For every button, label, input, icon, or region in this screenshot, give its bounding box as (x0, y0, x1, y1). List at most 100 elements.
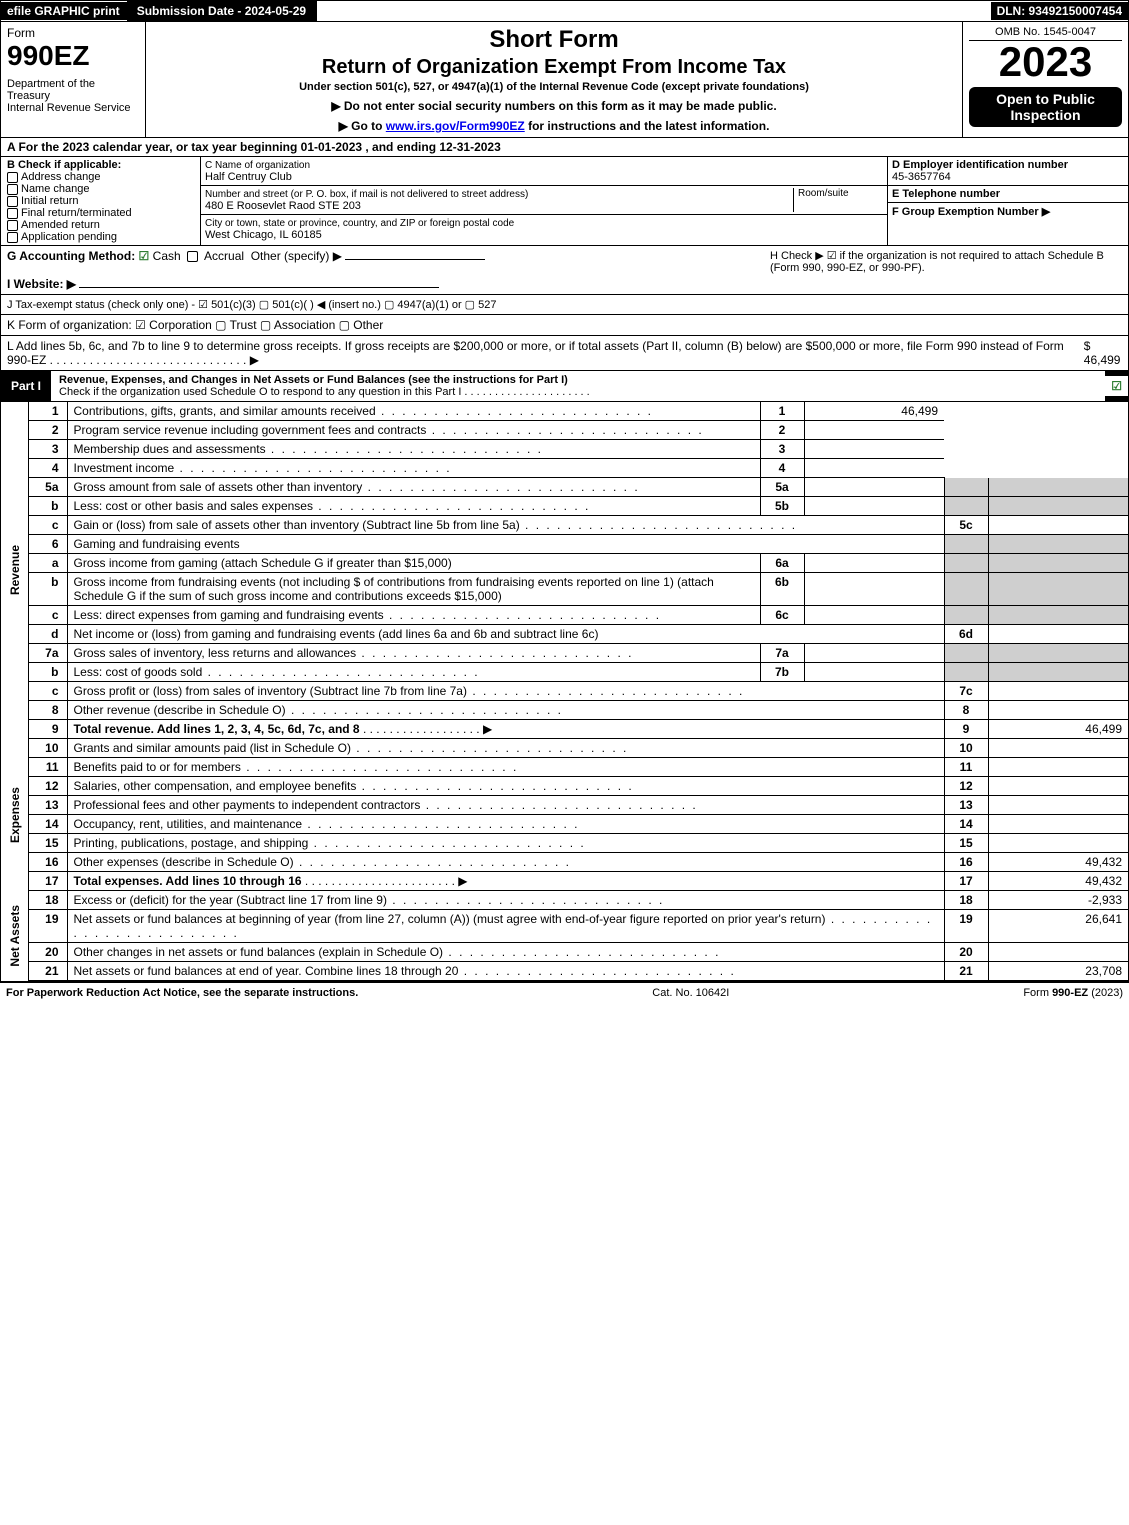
line-8: 8Other revenue (describe in Schedule O)8 (29, 701, 1128, 720)
street-value: 480 E Roosevlet Raod STE 203 (205, 200, 361, 212)
submission-date: Submission Date - 2024-05-29 (127, 1, 317, 21)
city-label: City or town, state or province, country… (205, 218, 514, 229)
instruction-2: ▶ Go to www.irs.gov/Form990EZ for instru… (154, 119, 954, 133)
ein-label: D Employer identification number (892, 159, 1068, 171)
instr2-suffix: for instructions and the latest informat… (525, 119, 770, 133)
check-accrual[interactable] (187, 251, 198, 262)
section-i: I Website: ▶ (7, 277, 76, 291)
section-def: D Employer identification number 45-3657… (888, 157, 1128, 245)
line-6c: cLess: direct expenses from gaming and f… (29, 606, 1128, 625)
section-a-text: A For the 2023 calendar year, or tax yea… (7, 140, 501, 154)
form-number-box: Form 990EZ Department of the Treasury In… (1, 22, 146, 138)
section-f: F Group Exemption Number ▶ (888, 203, 1128, 220)
line-2: 2Program service revenue including gover… (29, 421, 1128, 440)
line-9: 9Total revenue. Add lines 1, 2, 3, 4, 5c… (29, 720, 1128, 739)
line-6b: bGross income from fundraising events (n… (29, 573, 1128, 606)
revenue-table: 1Contributions, gifts, grants, and simil… (29, 402, 1128, 739)
line-20: 20Other changes in net assets or fund ba… (29, 943, 1128, 962)
line-11: 11Benefits paid to or for members11 (29, 758, 1128, 777)
line-6: 6Gaming and fundraising events (29, 535, 1128, 554)
org-name-row: C Name of organization Half Centruy Club (201, 157, 887, 186)
section-b: B Check if applicable: Address change Na… (1, 157, 201, 245)
room-suite-label: Room/suite (793, 188, 883, 212)
section-e: E Telephone number (888, 186, 1128, 203)
line-18: 18Excess or (deficit) for the year (Subt… (29, 891, 1128, 910)
org-name: Half Centruy Club (205, 171, 292, 183)
top-bar: efile GRAPHIC print Submission Date - 20… (0, 0, 1129, 22)
revenue-vertical-label: Revenue (1, 402, 29, 739)
line-1: 1Contributions, gifts, grants, and simil… (29, 402, 1128, 421)
footer-mid: Cat. No. 10642I (652, 987, 729, 999)
section-gh: G Accounting Method: ☑ Cash Accrual Othe… (0, 246, 1129, 295)
department-label: Department of the Treasury Internal Reve… (7, 78, 139, 114)
line-7c: cGross profit or (loss) from sales of in… (29, 682, 1128, 701)
line-21: 21Net assets or fund balances at end of … (29, 962, 1128, 981)
line-5c: cGain or (loss) from sale of assets othe… (29, 516, 1128, 535)
line-3: 3Membership dues and assessments3 (29, 440, 1128, 459)
city-value: West Chicago, IL 60185 (205, 229, 322, 241)
dln-label: DLN: 93492150007454 (991, 2, 1128, 20)
check-application-pending[interactable]: Application pending (7, 231, 194, 243)
street-label: Number and street (or P. O. box, if mail… (205, 189, 528, 200)
line-5b: bLess: cost or other basis and sales exp… (29, 497, 1128, 516)
check-address-change[interactable]: Address change (7, 171, 194, 183)
ein-value: 45-3657764 (892, 171, 951, 183)
form-number: 990EZ (7, 40, 139, 72)
check-name-change[interactable]: Name change (7, 183, 194, 195)
line-12: 12Salaries, other compensation, and empl… (29, 777, 1128, 796)
section-c: C Name of organization Half Centruy Club… (201, 157, 888, 245)
check-amended-return[interactable]: Amended return (7, 219, 194, 231)
efile-label[interactable]: efile GRAPHIC print (1, 2, 127, 20)
page-footer: For Paperwork Reduction Act Notice, see … (0, 982, 1129, 1003)
section-h: H Check ▶ ☑ if the organization is not r… (762, 249, 1122, 291)
part-1-label: Part I (1, 376, 51, 396)
line-19: 19Net assets or fund balances at beginni… (29, 910, 1128, 943)
group-exemption-label: F Group Exemption Number ▶ (892, 206, 1050, 218)
phone-label: E Telephone number (892, 188, 1000, 200)
section-b-label: B Check if applicable: (7, 159, 121, 171)
line-6a: aGross income from gaming (attach Schedu… (29, 554, 1128, 573)
instruction-1: ▶ Do not enter social security numbers o… (154, 99, 954, 113)
section-l-amount: $ 46,499 (1084, 339, 1122, 367)
line-7a: 7aGross sales of inventory, less returns… (29, 644, 1128, 663)
part-1-header: Part I Revenue, Expenses, and Changes in… (0, 371, 1129, 402)
net-assets-vertical-label: Net Assets (1, 891, 29, 981)
footer-right: Form 990-EZ (2023) (1023, 987, 1123, 999)
line-13: 13Professional fees and other payments t… (29, 796, 1128, 815)
line-7b: bLess: cost of goods sold7b (29, 663, 1128, 682)
expenses-vertical-label: Expenses (1, 739, 29, 891)
section-g: G Accounting Method: ☑ Cash Accrual Othe… (7, 249, 762, 291)
part-1-check-icon: ☑ (1105, 376, 1128, 396)
footer-left: For Paperwork Reduction Act Notice, see … (6, 987, 358, 999)
line-17: 17Total expenses. Add lines 10 through 1… (29, 872, 1128, 891)
section-d: D Employer identification number 45-3657… (888, 157, 1128, 186)
street-row: Number and street (or P. O. box, if mail… (201, 186, 887, 215)
section-j: J Tax-exempt status (check only one) - ☑… (0, 295, 1129, 315)
line-4: 4Investment income4 (29, 459, 1128, 478)
inspection-badge: Open to Public Inspection (969, 87, 1122, 127)
check-final-return[interactable]: Final return/terminated (7, 207, 194, 219)
form-header: Form 990EZ Department of the Treasury In… (0, 22, 1129, 138)
net-assets-table: 18Excess or (deficit) for the year (Subt… (29, 891, 1128, 981)
title-box: Short Form Return of Organization Exempt… (146, 22, 963, 138)
part-1-title: Revenue, Expenses, and Changes in Net As… (51, 371, 1105, 401)
line-16: 16Other expenses (describe in Schedule O… (29, 853, 1128, 872)
tax-year: 2023 (969, 41, 1122, 83)
check-initial-return[interactable]: Initial return (7, 195, 194, 207)
expenses-section: Expenses 10Grants and similar amounts pa… (0, 739, 1129, 891)
line-14: 14Occupancy, rent, utilities, and mainte… (29, 815, 1128, 834)
section-l-text: L Add lines 5b, 6c, and 7b to line 9 to … (7, 339, 1080, 367)
irs-link[interactable]: www.irs.gov/Form990EZ (386, 119, 525, 133)
revenue-section: Revenue 1Contributions, gifts, grants, a… (0, 402, 1129, 739)
city-row: City or town, state or province, country… (201, 215, 887, 243)
section-k: K Form of organization: ☑ Corporation ▢ … (0, 315, 1129, 336)
expenses-table: 10Grants and similar amounts paid (list … (29, 739, 1128, 891)
section-a: A For the 2023 calendar year, or tax yea… (0, 138, 1129, 157)
section-l: L Add lines 5b, 6c, and 7b to line 9 to … (0, 336, 1129, 371)
line-15: 15Printing, publications, postage, and s… (29, 834, 1128, 853)
check-cash[interactable]: ☑ (139, 249, 150, 263)
net-assets-section: Net Assets 18Excess or (deficit) for the… (0, 891, 1129, 982)
line-10: 10Grants and similar amounts paid (list … (29, 739, 1128, 758)
subtitle: Under section 501(c), 527, or 4947(a)(1)… (154, 81, 954, 93)
accounting-method-label: G Accounting Method: (7, 249, 135, 263)
